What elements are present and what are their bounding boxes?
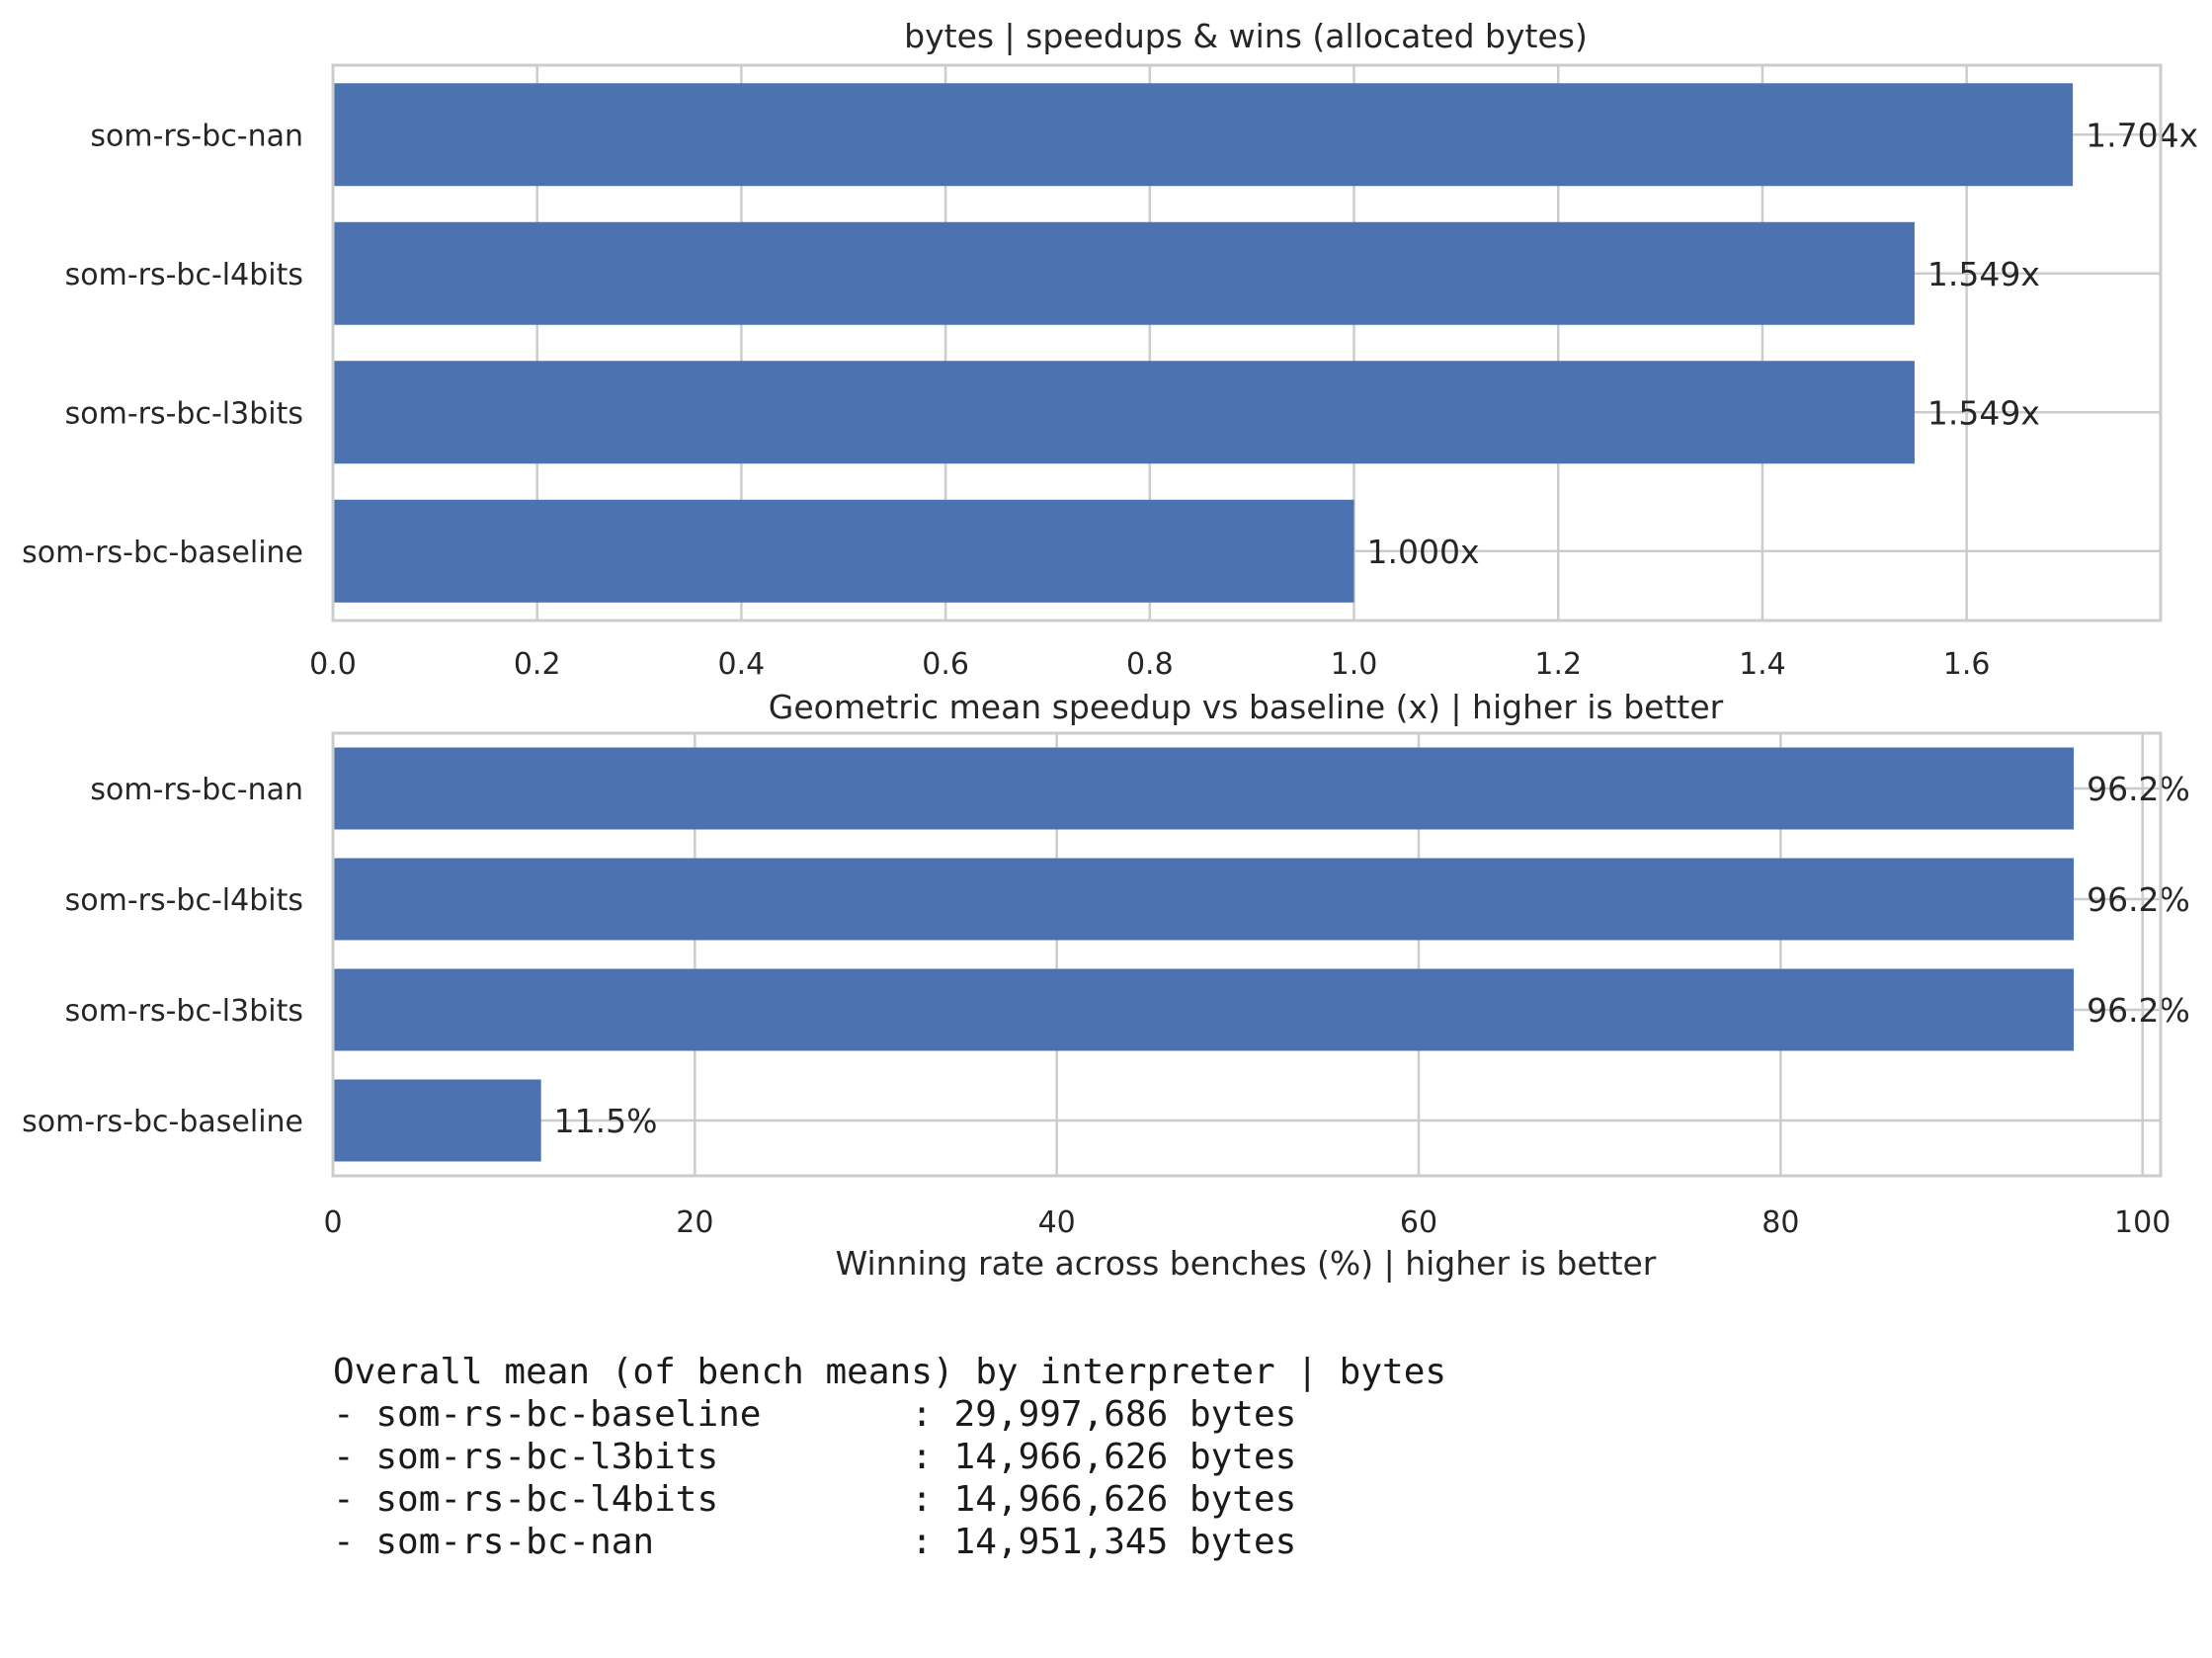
winning-rate-category-label-baseline: som-rs-bc-baseline (22, 1105, 303, 1139)
summary-line-nan: - som-rs-bc-nan : 14,951,345 bytes (333, 1522, 1296, 1562)
speedup-x-tick-label: 1.0 (1331, 647, 1378, 682)
speedup-x-tick-label: 1.4 (1739, 647, 1786, 682)
winning-rate-category-label-nan: som-rs-bc-nan (90, 773, 303, 807)
winning-rate-x-tick-label: 0 (323, 1205, 342, 1240)
speedup-x-tick-label: 1.2 (1534, 647, 1582, 682)
winning-rate-bar-nan (333, 747, 2075, 830)
winning-rate-category-label-l4bits: som-rs-bc-l4bits (65, 883, 303, 918)
winning-rate-category-label-l3bits: som-rs-bc-l3bits (65, 994, 303, 1029)
speedup-chart-title: bytes | speedups & wins (allocated bytes… (904, 17, 1588, 55)
speedup-category-label-nan: som-rs-bc-nan (90, 119, 303, 153)
summary-line-l3bits: - som-rs-bc-l3bits : 14,966,626 bytes (333, 1437, 1296, 1477)
winning-rate-plot-frame (331, 731, 2163, 1178)
speedup-x-tick-label: 0.8 (1126, 647, 1174, 682)
winning-rate-bar-l3bits (333, 968, 2075, 1051)
speedup-x-tick-label: 0.2 (514, 647, 561, 682)
winning-rate-data-label-l4bits: 96.2% (2087, 880, 2190, 919)
winning-rate-chart: Winning rate across benches (%) | higher… (22, 731, 2190, 1283)
summary-text-block: Overall mean (of bench means) by interpr… (333, 1352, 1446, 1562)
winning-rate-bar-baseline (333, 1079, 541, 1162)
speedup-x-tick-label: 0.4 (718, 647, 766, 682)
winning-rate-bar-l4bits (333, 858, 2075, 941)
winning-rate-data-label-l3bits: 96.2% (2087, 991, 2190, 1030)
speedup-x-tick-label: 0.0 (309, 647, 357, 682)
speedup-category-label-l3bits: som-rs-bc-l3bits (65, 396, 303, 431)
summary-heading: Overall mean (of bench means) by interpr… (333, 1352, 1446, 1392)
winning-rate-x-tick-label: 80 (1761, 1205, 1799, 1240)
summary-line-baseline: - som-rs-bc-baseline : 29,997,686 bytes (333, 1394, 1296, 1435)
winning-rate-data-label-nan: 96.2% (2087, 770, 2190, 808)
winning-rate-x-tick-label: 20 (676, 1205, 713, 1240)
speedup-x-tick-label: 0.6 (922, 647, 969, 682)
winning-rate-chart-x-axis-label: Winning rate across benches (%) | higher… (836, 1244, 1657, 1283)
winning-rate-data-label-baseline: 11.5% (554, 1102, 658, 1140)
speedup-chart: bytes | speedups & wins (allocated bytes… (22, 17, 2198, 726)
speedup-data-label-nan: 1.704x (2086, 116, 2198, 154)
speedup-plot-frame (331, 63, 2163, 622)
speedup-data-label-baseline: 1.000x (1367, 533, 1480, 571)
speedup-bar-l3bits (333, 361, 1915, 464)
summary-line-l4bits: - som-rs-bc-l4bits : 14,966,626 bytes (333, 1479, 1296, 1520)
speedup-data-label-l4bits: 1.549x (1927, 255, 2040, 293)
speedup-bar-l4bits (333, 221, 1915, 325)
speedup-category-label-l4bits: som-rs-bc-l4bits (65, 258, 303, 292)
winning-rate-x-tick-label: 100 (2114, 1205, 2171, 1240)
speedup-x-tick-label: 1.6 (1943, 647, 1991, 682)
winning-rate-x-tick-label: 60 (1400, 1205, 1437, 1240)
speedup-bar-nan (333, 83, 2074, 187)
speedup-category-label-baseline: som-rs-bc-baseline (22, 536, 303, 570)
speedup-bar-baseline (333, 499, 1354, 603)
speedup-chart-x-axis-label: Geometric mean speedup vs baseline (x) |… (769, 688, 1724, 726)
speedup-data-label-l3bits: 1.549x (1927, 393, 2040, 432)
winning-rate-x-tick-label: 40 (1038, 1205, 1076, 1240)
